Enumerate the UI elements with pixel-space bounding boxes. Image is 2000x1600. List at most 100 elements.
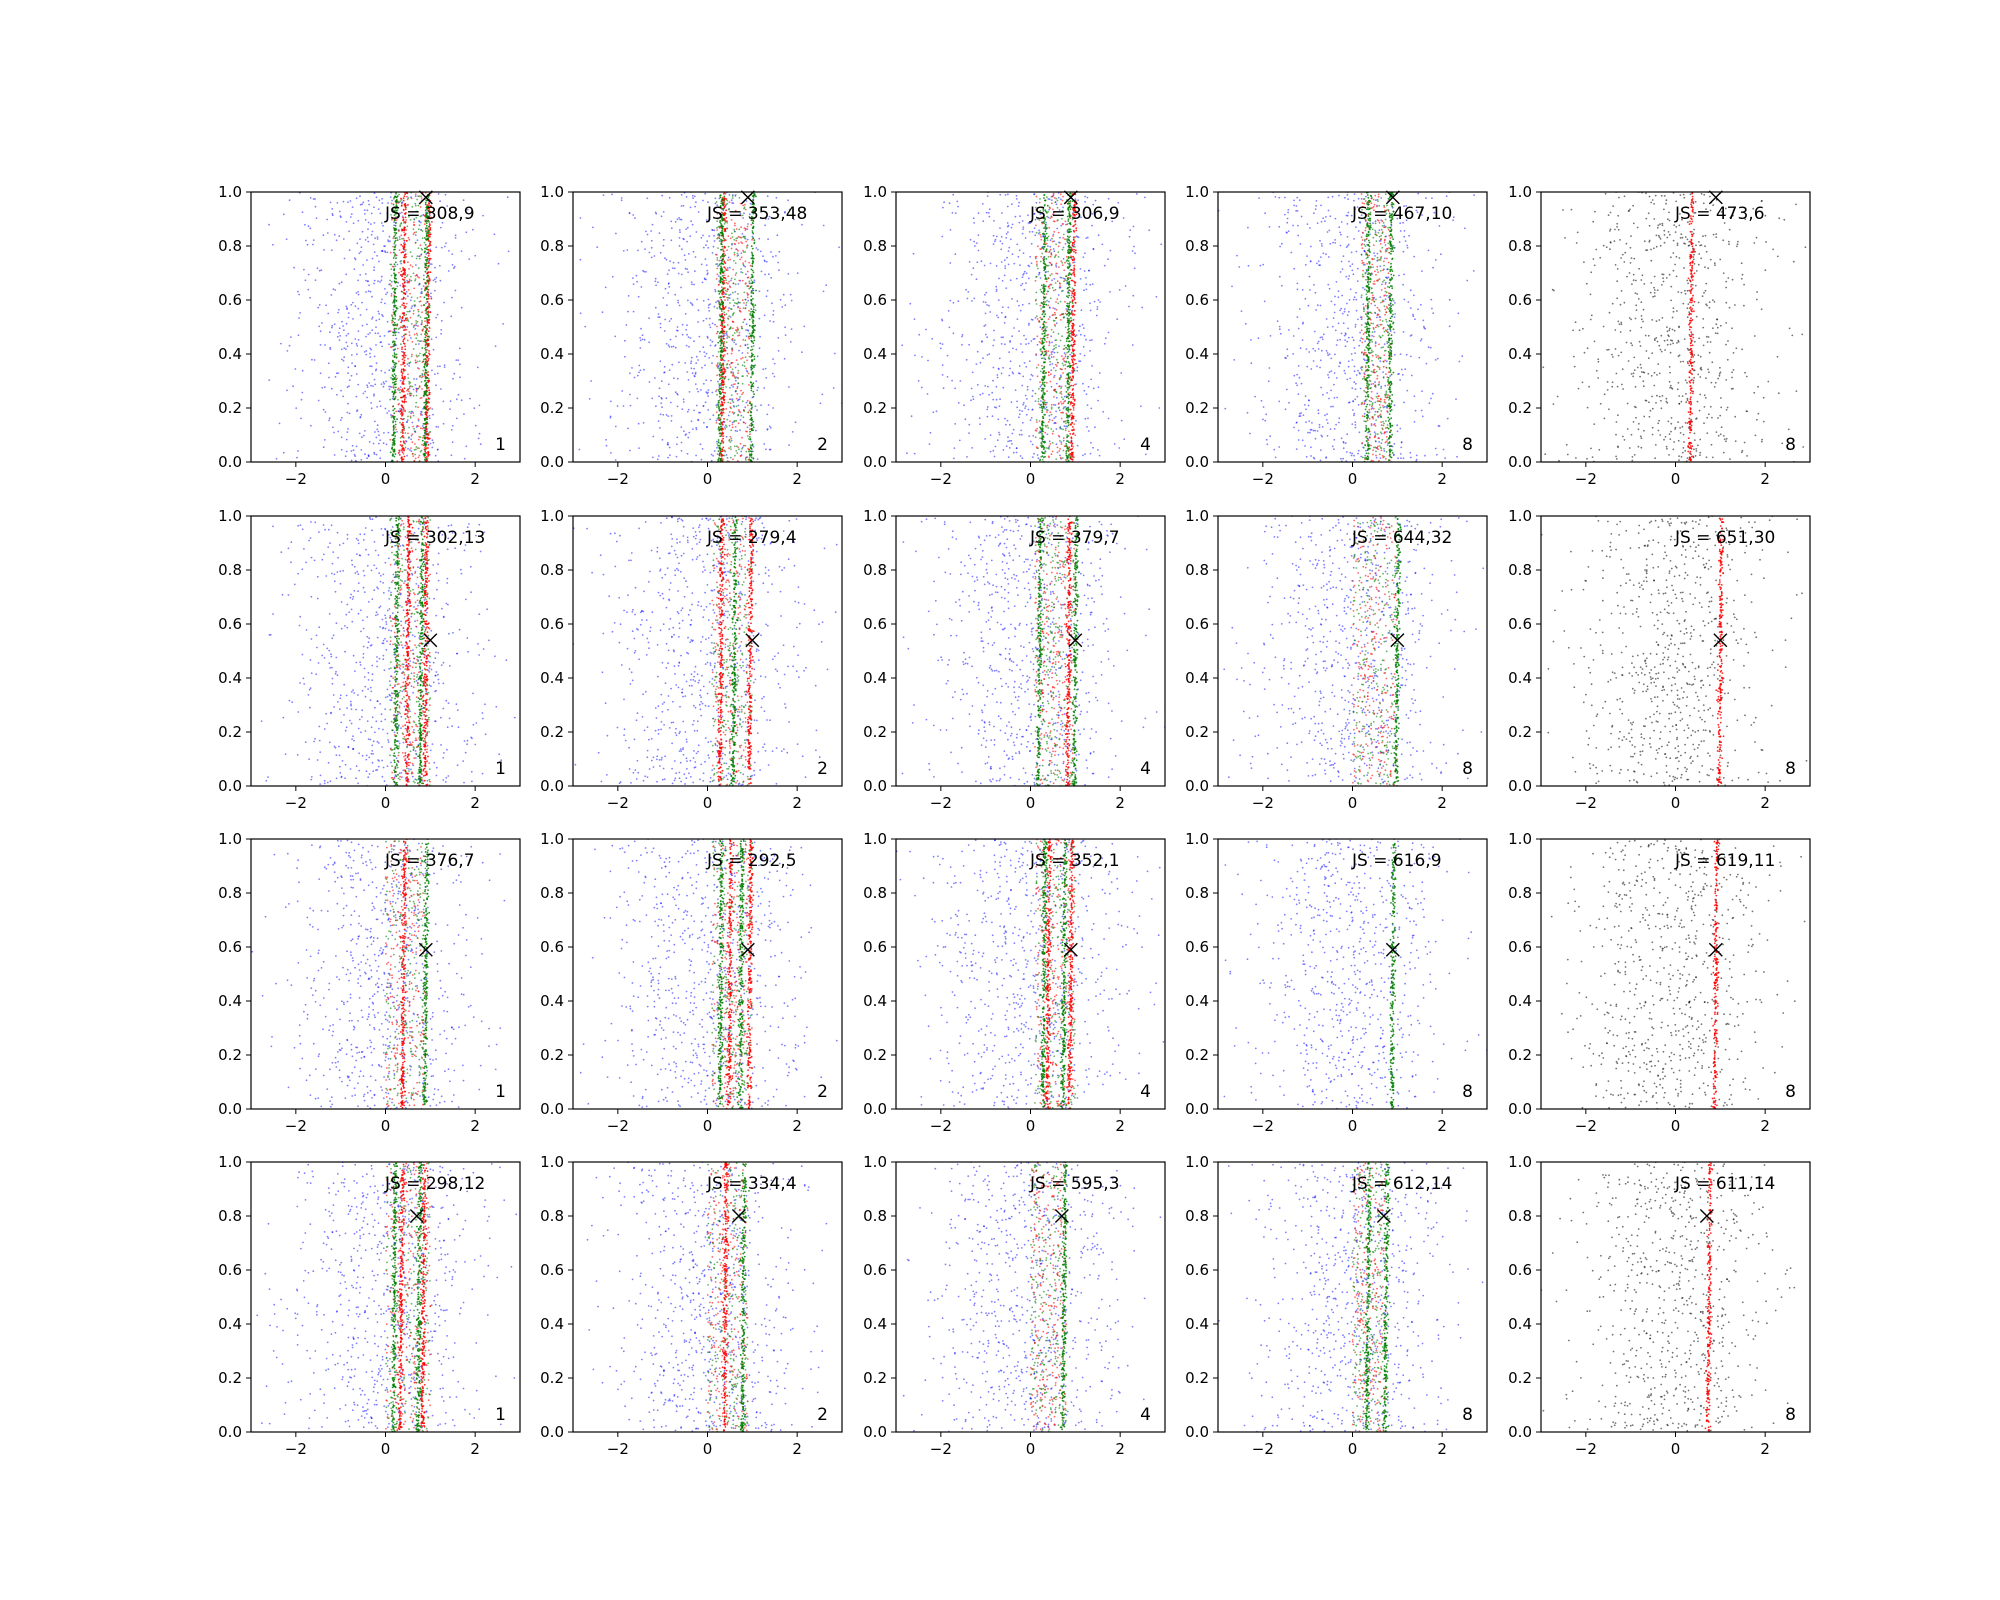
noise-point	[1109, 291, 1111, 293]
band-point	[731, 368, 734, 371]
noise-point	[399, 284, 402, 287]
red-series-point	[721, 454, 723, 457]
red-series-point	[427, 283, 430, 285]
band-point	[732, 334, 734, 337]
noise-point	[1104, 337, 1107, 340]
noise-point	[706, 240, 709, 243]
green-series-point	[718, 301, 721, 303]
red-series-point	[428, 303, 430, 305]
band-point	[390, 202, 393, 205]
noise-point	[744, 344, 747, 346]
noise-point	[1021, 220, 1024, 222]
noise-point	[1053, 351, 1056, 354]
green-series-point	[750, 295, 753, 298]
noise-point	[537, 413, 539, 415]
band-point	[722, 365, 725, 367]
noise-point	[414, 234, 417, 237]
noise-point	[323, 249, 325, 251]
noise-point	[361, 230, 364, 233]
red-series-point	[403, 285, 406, 287]
noise-point	[1055, 443, 1058, 446]
green-series-point	[717, 404, 720, 406]
band-point	[735, 390, 737, 392]
band-point	[408, 362, 410, 364]
green-series-point	[719, 459, 722, 462]
band-point	[406, 317, 409, 320]
band-point	[716, 374, 718, 377]
noise-point	[410, 337, 412, 339]
noise-point	[1030, 373, 1033, 376]
noise-point	[347, 332, 350, 335]
noise-point	[384, 250, 386, 253]
band-point	[396, 347, 399, 350]
band-point	[733, 312, 735, 314]
noise-point	[1129, 229, 1132, 232]
noise-point	[636, 280, 638, 283]
noise-point	[614, 335, 617, 338]
green-series-point	[749, 324, 751, 327]
noise-point	[410, 450, 413, 452]
noise-point	[1054, 404, 1057, 406]
green-series-point	[425, 401, 427, 404]
band-point	[724, 428, 727, 430]
green-series-point	[720, 248, 722, 251]
band-point	[741, 364, 744, 367]
noise-point	[322, 234, 325, 237]
noise-point	[991, 415, 994, 418]
band-point	[406, 225, 409, 228]
noise-point	[367, 199, 370, 202]
band-point	[748, 355, 751, 358]
noise-point	[654, 280, 657, 283]
noise-point	[416, 239, 419, 242]
green-series-point	[424, 209, 427, 212]
noise-point	[981, 203, 984, 205]
noise-point	[726, 269, 729, 271]
noise-point	[961, 334, 964, 336]
band-point	[715, 278, 718, 280]
noise-point	[312, 239, 315, 242]
noise-point	[794, 421, 797, 424]
noise-point	[1046, 433, 1049, 436]
noise-point	[689, 206, 692, 209]
band-point	[1047, 290, 1050, 293]
noise-point	[707, 201, 709, 204]
noise-point	[365, 353, 368, 356]
noise-point	[710, 453, 713, 456]
green-series-point	[721, 239, 724, 242]
red-series-point	[428, 401, 430, 404]
noise-point	[673, 267, 676, 270]
noise-point	[658, 387, 661, 390]
green-series-point	[720, 243, 722, 245]
band-point	[1034, 206, 1037, 209]
red-series-point	[428, 261, 430, 264]
band-point	[411, 265, 414, 268]
noise-point	[699, 411, 701, 414]
noise-point	[300, 398, 303, 401]
noise-point	[1084, 252, 1086, 255]
band-point	[419, 206, 422, 208]
green-series-point	[393, 298, 396, 300]
red-series-point	[403, 195, 406, 198]
green-series-point	[424, 201, 427, 204]
band-point	[1039, 406, 1041, 409]
green-series-point	[752, 308, 755, 311]
band-point	[399, 267, 402, 270]
noise-point	[730, 384, 733, 387]
band-point	[736, 331, 738, 333]
noise-point	[717, 365, 720, 367]
noise-point	[636, 397, 639, 400]
band-point	[421, 372, 424, 375]
green-series-point	[392, 378, 394, 381]
band-point	[390, 376, 392, 379]
noise-point	[784, 304, 787, 307]
noise-point	[1045, 221, 1047, 224]
noise-point	[340, 389, 342, 392]
band-point	[405, 248, 407, 251]
band-point	[721, 275, 724, 277]
noise-point	[359, 238, 361, 241]
noise-point	[712, 245, 715, 248]
band-point	[419, 450, 422, 453]
noise-point	[1085, 283, 1088, 286]
red-series-point	[426, 333, 429, 335]
noise-point	[341, 320, 343, 323]
